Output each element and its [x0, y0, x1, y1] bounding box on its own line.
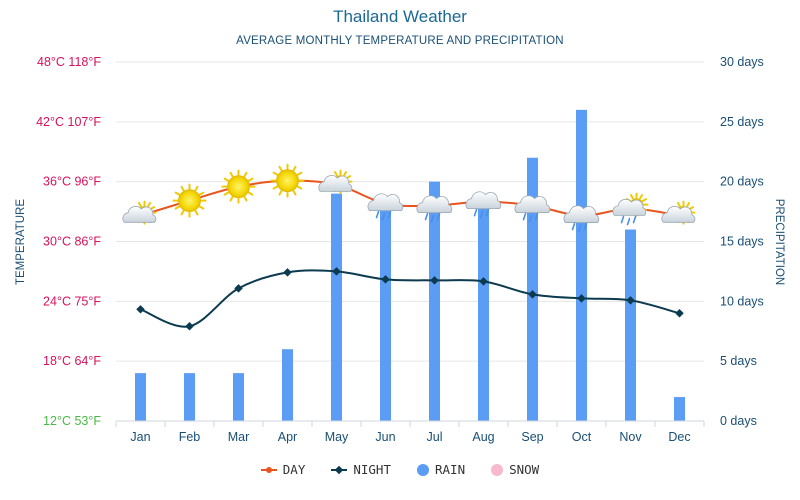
rain-bar — [429, 181, 440, 421]
x-tick-label: Apr — [278, 430, 297, 444]
right-tick-label: 25 days — [720, 115, 764, 129]
legend-day-label: DAY — [282, 462, 306, 477]
x-tick-label: Oct — [572, 430, 592, 444]
x-tick-label: Jun — [375, 430, 395, 444]
rain-bar — [380, 199, 391, 421]
right-tick-label: 0 days — [720, 414, 757, 428]
left-tick-label: 24°C 75°F — [43, 294, 101, 308]
night-point — [332, 267, 341, 276]
right-axis-title: PRECIPITATION — [773, 199, 785, 285]
right-tick-label: 5 days — [720, 354, 757, 368]
rain-bar — [625, 229, 636, 421]
rain-bar — [527, 157, 538, 421]
rain-bar — [233, 373, 244, 421]
partly-cloudy-rain-icon — [612, 192, 649, 226]
legend-night[interactable]: NIGHT — [331, 462, 391, 477]
chart-subtitle: AVERAGE MONTHLY TEMPERATURE AND PRECIPIT… — [236, 35, 564, 47]
x-tick-label: Sep — [521, 430, 543, 444]
rain-bar — [478, 205, 489, 421]
cloud-rain-icon — [563, 205, 600, 233]
x-tick-label: Jan — [130, 430, 150, 444]
legend-snow-marker — [491, 463, 504, 476]
legend: DAY NIGHT RAIN SNOW — [0, 462, 800, 477]
left-tick-label: 12°C 53°F — [43, 414, 101, 428]
legend-night-marker — [331, 465, 348, 475]
night-point — [430, 276, 439, 285]
x-tick-label: Jul — [427, 430, 443, 444]
sun-icon — [172, 183, 207, 218]
right-tick-label: 30 days — [720, 55, 764, 69]
cloud-rain-icon — [416, 195, 453, 223]
night-line — [140, 269, 680, 328]
x-tick-label: Aug — [472, 430, 494, 444]
rain-bar — [282, 349, 293, 421]
left-tick-label: 48°C 118°F — [37, 55, 101, 69]
rain-bar — [576, 109, 587, 421]
legend-snow-label: SNOW — [509, 462, 540, 477]
right-tick-label: 20 days — [720, 175, 764, 189]
x-tick-label: May — [325, 430, 349, 444]
left-tick-label: 18°C 64°F — [43, 354, 101, 368]
left-axis-title: TEMPERATURE — [15, 199, 27, 285]
rain-bar — [135, 373, 146, 421]
partly-cloudy-icon — [122, 200, 157, 225]
day-line — [140, 179, 680, 217]
legend-rain[interactable]: RAIN — [417, 462, 465, 477]
legend-rain-marker — [417, 463, 429, 476]
rain-bar — [184, 373, 195, 421]
cloud-rain-icon — [514, 195, 551, 223]
x-tick-label: Feb — [179, 430, 201, 444]
cloud-rain-icon — [367, 193, 404, 221]
rain-bar — [331, 193, 342, 421]
x-tick-label: Dec — [668, 430, 690, 444]
partly-cloudy-icon — [318, 169, 353, 194]
night-point — [283, 268, 292, 277]
right-tick-label: 15 days — [720, 235, 764, 249]
night-point — [185, 322, 194, 331]
x-tick-label: Mar — [228, 430, 250, 444]
night-point — [136, 305, 145, 314]
legend-day-marker — [260, 465, 277, 475]
x-tick-label: Nov — [619, 430, 642, 444]
left-tick-label: 42°C 107°F — [36, 115, 101, 129]
sun-icon — [221, 169, 256, 204]
right-tick-label: 10 days — [720, 294, 764, 308]
night-point — [626, 296, 635, 305]
night-point — [577, 294, 586, 303]
legend-night-label: NIGHT — [353, 462, 391, 477]
left-tick-label: 36°C 96°F — [43, 175, 101, 189]
sun-icon — [270, 163, 305, 198]
legend-rain-label: RAIN — [435, 462, 466, 477]
night-point — [234, 284, 243, 293]
night-point — [675, 309, 684, 318]
left-tick-label: 30°C 86°F — [43, 235, 101, 249]
legend-day[interactable]: DAY — [260, 462, 306, 477]
chart-title: Thailand Weather — [333, 7, 467, 26]
night-point — [479, 277, 488, 286]
legend-snow[interactable]: SNOW — [491, 462, 539, 477]
night-point — [528, 290, 537, 299]
cloud-rain-icon — [465, 191, 502, 219]
rain-bar — [674, 397, 685, 421]
night-point — [381, 275, 390, 284]
partly-cloudy-icon — [661, 200, 696, 225]
